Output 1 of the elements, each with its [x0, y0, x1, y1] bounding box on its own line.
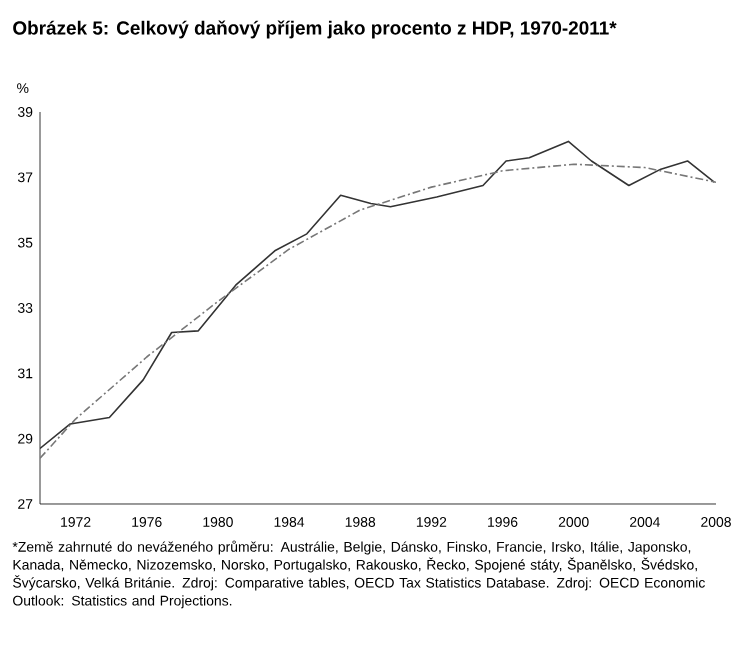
chart-title: Obrázek 5: Celkový daňový příjem jako procento z HDP, 1970-2011*	[13, 20, 617, 39]
